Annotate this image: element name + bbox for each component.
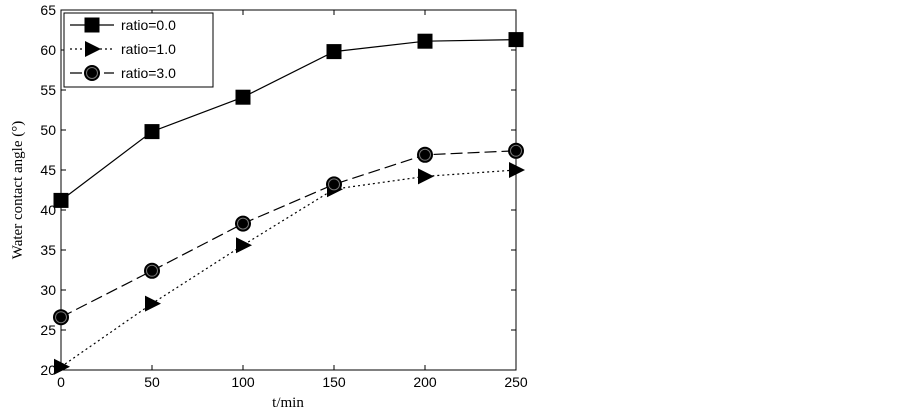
y-axis-title: Water contact angle (°) bbox=[10, 121, 26, 259]
data-point bbox=[53, 309, 69, 326]
series-group bbox=[53, 32, 525, 375]
x-tick-label: 0 bbox=[57, 374, 65, 390]
data-point bbox=[145, 295, 161, 312]
x-tick-label: 100 bbox=[231, 374, 255, 390]
series-1 bbox=[53, 32, 524, 208]
y-tick-label: 60 bbox=[40, 42, 56, 58]
legend-marker bbox=[84, 17, 100, 33]
y-tick-label: 35 bbox=[40, 242, 56, 258]
legend: ratio=0.0 ratio=1.0 ratio=3.0 bbox=[63, 12, 214, 88]
data-point bbox=[417, 146, 433, 163]
data-point bbox=[144, 124, 160, 140]
data-point bbox=[326, 44, 342, 60]
data-point bbox=[235, 215, 251, 232]
axis-ticks: 0 50 100 150 200 250 20 25 30 35 40 45 50 55 60 65 bbox=[40, 2, 527, 390]
legend-label: ratio=1.0 bbox=[121, 41, 176, 57]
series-3 bbox=[53, 142, 524, 326]
x-tick-label: 200 bbox=[413, 374, 437, 390]
series-line bbox=[60, 150, 517, 318]
y-tick-label: 20 bbox=[40, 362, 56, 378]
y-tick-label: 55 bbox=[40, 82, 56, 98]
data-point bbox=[53, 192, 69, 208]
y-tick-label: 25 bbox=[40, 322, 56, 338]
data-point bbox=[326, 176, 342, 193]
data-point bbox=[236, 237, 252, 254]
y-tick-label: 65 bbox=[40, 2, 56, 18]
x-tick-label: 150 bbox=[322, 374, 346, 390]
series-line bbox=[60, 39, 517, 201]
x-tick-label: 50 bbox=[144, 374, 160, 390]
y-tick-label: 50 bbox=[40, 122, 56, 138]
data-point bbox=[417, 33, 433, 49]
legend-label: ratio=3.0 bbox=[121, 65, 176, 81]
data-point bbox=[235, 89, 251, 105]
data-point bbox=[418, 168, 434, 185]
data-point bbox=[508, 32, 524, 48]
y-tick-label: 30 bbox=[40, 282, 56, 298]
data-point bbox=[54, 358, 70, 375]
legend-marker bbox=[85, 41, 101, 57]
x-tick-label: 250 bbox=[504, 374, 528, 390]
data-point bbox=[509, 162, 525, 178]
y-tick-label: 45 bbox=[40, 162, 56, 178]
data-point bbox=[144, 262, 160, 279]
x-axis-title: t/min bbox=[272, 395, 304, 411]
legend-marker bbox=[84, 65, 100, 81]
y-tick-label: 40 bbox=[40, 202, 56, 218]
legend-label: ratio=0.0 bbox=[121, 17, 176, 33]
data-point bbox=[508, 142, 524, 159]
series-2 bbox=[54, 162, 525, 375]
